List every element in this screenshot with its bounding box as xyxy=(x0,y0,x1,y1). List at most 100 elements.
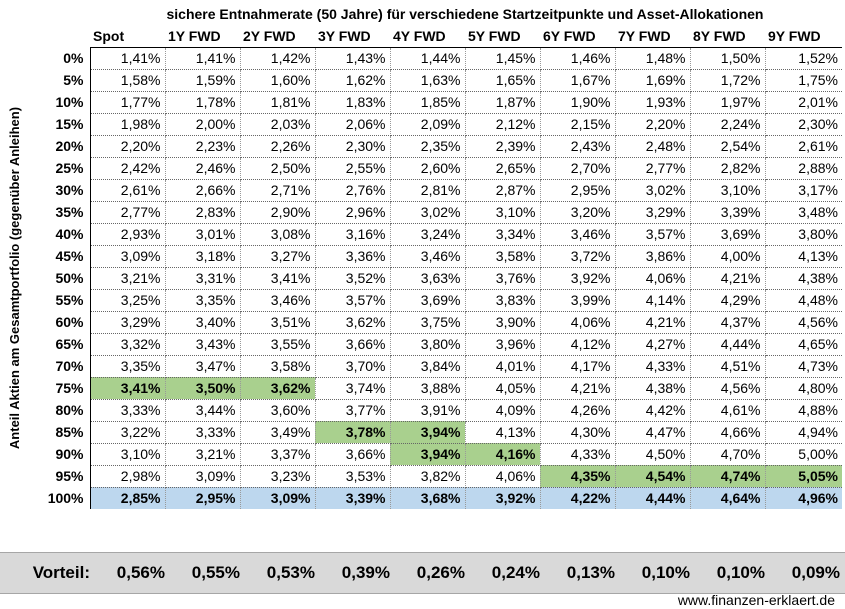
table-cell: 1,81% xyxy=(240,91,316,114)
table-cell: 2,61% xyxy=(90,179,166,202)
table-cell: 3,90% xyxy=(465,311,541,334)
table-cell: 2,06% xyxy=(315,113,391,136)
table-cell: 2,30% xyxy=(765,113,842,136)
table-cell: 3,83% xyxy=(465,289,541,312)
column-header: 3Y FWD xyxy=(315,25,390,48)
table-cell: 2,46% xyxy=(165,157,241,180)
advantage-value: 0,10% xyxy=(716,563,765,582)
table-cell: 1,63% xyxy=(390,69,466,92)
table-cell: 4,74% xyxy=(690,465,766,488)
table-cell: 3,29% xyxy=(615,201,691,224)
table-cell: 4,22% xyxy=(540,487,616,509)
table-row: 60% 3,29% 3,40% 3,51% 3,62% 3,75% 3,90% 4,06% 4,… xyxy=(30,311,842,334)
column-header: 2Y FWD xyxy=(240,25,315,48)
table-cell: 3,39% xyxy=(690,201,766,224)
advantage-value: 0,53% xyxy=(266,563,315,582)
column-header: Spot xyxy=(90,25,165,48)
table-cell: 3,02% xyxy=(390,201,466,224)
table-cell: 1,93% xyxy=(615,91,691,114)
table-cell: 4,13% xyxy=(765,245,842,268)
table-cell: 1,97% xyxy=(690,91,766,114)
table-cell: 3,47% xyxy=(165,355,241,378)
advantage-value: 0,13% xyxy=(566,563,615,582)
table-cell: 2,77% xyxy=(615,157,691,180)
table-cell: 1,69% xyxy=(615,69,691,92)
table-cell: 3,02% xyxy=(615,179,691,202)
table-cell: 1,48% xyxy=(615,47,691,70)
table-cell: 3,69% xyxy=(690,223,766,246)
table-cell: 4,06% xyxy=(540,311,616,334)
table-cell: 3,69% xyxy=(390,289,466,312)
table-cell: 4,65% xyxy=(765,333,842,356)
table-cell: 2,24% xyxy=(690,113,766,136)
table-cell: 3,60% xyxy=(240,399,316,422)
table-row: 75% 3,41% 3,50% 3,62% 3,74% 3,88% 4,05% 4,21% 4,… xyxy=(30,377,842,400)
table-cell: 4,33% xyxy=(540,443,616,466)
table-cell: 3,63% xyxy=(390,267,466,290)
table-cell: 1,77% xyxy=(90,91,166,114)
table-cell: 4,12% xyxy=(540,333,616,356)
table-cell: 4,30% xyxy=(540,421,616,444)
table-cell: 4,09% xyxy=(465,399,541,422)
table-cell: 3,58% xyxy=(240,355,316,378)
table-cell: 3,94% xyxy=(390,421,466,444)
table-cell: 3,68% xyxy=(390,487,466,509)
table-cell: 4,94% xyxy=(765,421,842,444)
table-cell: 2,98% xyxy=(90,465,166,488)
table-cell: 3,08% xyxy=(240,223,316,246)
table-cell: 1,42% xyxy=(240,47,316,70)
table-cell: 3,24% xyxy=(390,223,466,246)
advantage-label: Vorteil: xyxy=(32,563,90,582)
table-cell: 3,46% xyxy=(540,223,616,246)
table-cell: 2,12% xyxy=(465,113,541,136)
table-row: 10% 1,77% 1,78% 1,81% 1,83% 1,85% 1,87% 1,90% 1,… xyxy=(30,91,842,114)
row-label: 15% xyxy=(30,113,91,135)
table-cell: 2,42% xyxy=(90,157,166,180)
advantage-bar: Vorteil: 0,56% 0,55% 0,53% 0,39% 0,26% 0,24% 0… xyxy=(0,552,845,594)
table-cell: 3,20% xyxy=(540,201,616,224)
table-cell: 4,80% xyxy=(765,377,842,400)
table-cell: 3,76% xyxy=(465,267,541,290)
table-cell: 3,21% xyxy=(165,443,241,466)
table-cell: 2,61% xyxy=(765,135,842,158)
table-cell: 2,20% xyxy=(615,113,691,136)
table-cell: 4,00% xyxy=(690,245,766,268)
table-cell: 3,35% xyxy=(90,355,166,378)
table-row: 15% 1,98% 2,00% 2,03% 2,06% 2,09% 2,12% 2,15% 2,… xyxy=(30,113,842,136)
table-cell: 2,71% xyxy=(240,179,316,202)
table-row: 40% 2,93% 3,01% 3,08% 3,16% 3,24% 3,34% 3,46% 3,… xyxy=(30,223,842,246)
table-cell: 4,21% xyxy=(690,267,766,290)
table-cell: 3,52% xyxy=(315,267,391,290)
table-cell: 3,21% xyxy=(90,267,166,290)
table-row: 0% 1,41% 1,41% 1,42% 1,43% 1,44% 1,45% 1,46% 1,4… xyxy=(30,47,842,70)
table-cell: 1,62% xyxy=(315,69,391,92)
table-cell: 2,95% xyxy=(165,487,241,509)
table-cell: 3,33% xyxy=(90,399,166,422)
table-cell: 3,80% xyxy=(390,333,466,356)
table-row: 100% 2,85% 2,95% 3,09% 3,39% 3,68% 3,92% 4,22% 4… xyxy=(30,487,842,509)
table-cell: 4,16% xyxy=(465,443,541,466)
table-cell: 4,42% xyxy=(615,399,691,422)
table-cell: 3,62% xyxy=(315,311,391,334)
table-cell: 3,94% xyxy=(390,443,466,466)
table-cell: 1,90% xyxy=(540,91,616,114)
table-cell: 1,52% xyxy=(765,47,842,70)
table-cell: 3,41% xyxy=(90,377,166,400)
table-cell: 2,39% xyxy=(465,135,541,158)
table-cell: 4,38% xyxy=(765,267,842,290)
table-cell: 2,20% xyxy=(90,135,166,158)
advantage-value: 0,26% xyxy=(416,563,465,582)
table-cell: 2,23% xyxy=(165,135,241,158)
row-label: 75% xyxy=(30,377,91,399)
table-cell: 3,99% xyxy=(540,289,616,312)
table-cell: 2,77% xyxy=(90,201,166,224)
table-cell: 3,88% xyxy=(390,377,466,400)
table-cell: 4,61% xyxy=(690,399,766,422)
table-cell: 4,70% xyxy=(690,443,766,466)
table-cell: 2,81% xyxy=(390,179,466,202)
table-row: 30% 2,61% 2,66% 2,71% 2,76% 2,81% 2,87% 2,95% 3,… xyxy=(30,179,842,202)
table-cell: 2,60% xyxy=(390,157,466,180)
table-cell: 4,05% xyxy=(465,377,541,400)
column-header: 4Y FWD xyxy=(390,25,465,48)
table-cell: 2,70% xyxy=(540,157,616,180)
